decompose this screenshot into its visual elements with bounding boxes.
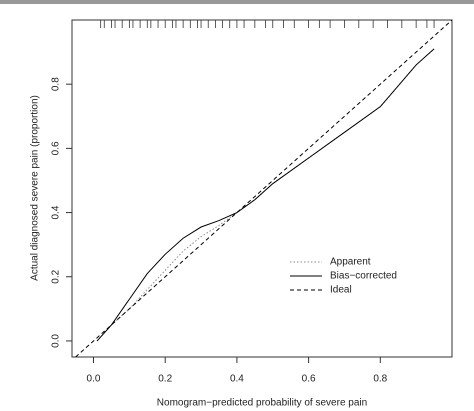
- y-tick-label: 0.2: [51, 269, 62, 283]
- series-line: [75, 20, 452, 357]
- x-tick-label: 0.4: [230, 374, 244, 385]
- x-tick-label: 0.6: [302, 374, 316, 385]
- y-tick-label: 0.6: [51, 141, 62, 155]
- legend-label: Apparent: [330, 257, 371, 268]
- series-line: [96, 48, 435, 342]
- top-border: [0, 0, 474, 4]
- x-axis-label: Nomogram−predicted probability of severe…: [157, 398, 367, 409]
- plot-frame: [71, 19, 453, 358]
- series-line: [96, 48, 435, 342]
- legend-label: Bias−corrected: [330, 271, 397, 282]
- y-tick-label: 0.8: [51, 77, 62, 91]
- x-tick-label: 0.8: [373, 374, 387, 385]
- x-tick-label: 0.0: [87, 374, 101, 385]
- y-tick-label: 0.4: [51, 205, 62, 219]
- y-tick-label: 0.0: [51, 334, 62, 348]
- legend-label: Ideal: [330, 285, 352, 296]
- y-axis-label: Actual diagnosed severe pain (proportion…: [30, 95, 41, 281]
- x-tick-label: 0.2: [158, 374, 172, 385]
